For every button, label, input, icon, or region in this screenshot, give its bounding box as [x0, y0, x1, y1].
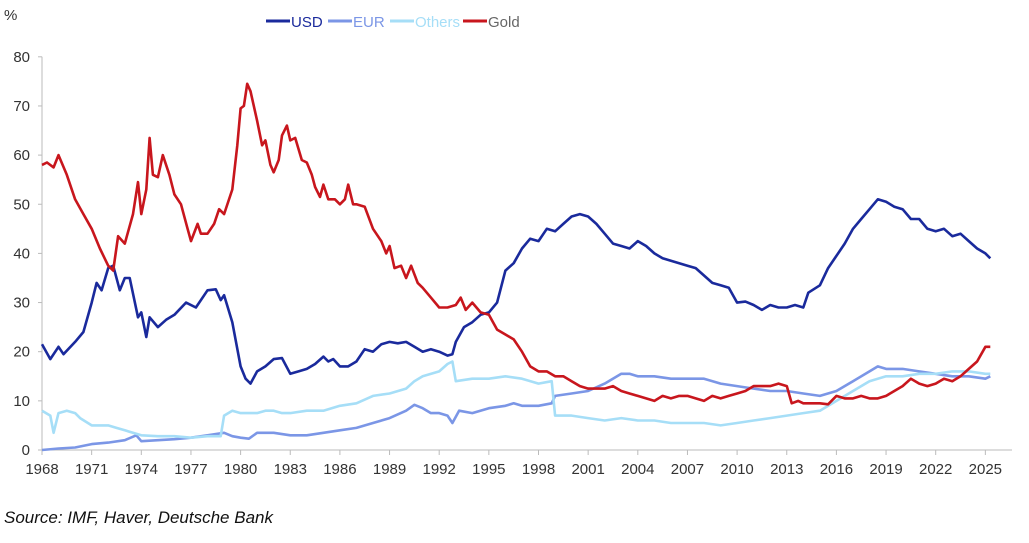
- x-tick-label: 2001: [571, 461, 604, 478]
- y-tick-label: 80: [13, 49, 30, 66]
- x-tick-label: 1989: [373, 461, 406, 478]
- series-lines: [40, 82, 992, 452]
- legend-label-eur: EUR: [353, 14, 385, 31]
- y-axis: 0 10 20 30 40 50 60 70 80: [13, 49, 43, 459]
- x-tick-label: 2013: [770, 461, 803, 478]
- legend-label-others: Others: [415, 14, 460, 31]
- series-line-eur: [41, 365, 991, 452]
- x-tick-label: 1998: [522, 461, 555, 478]
- source-note: Source: IMF, Haver, Deutsche Bank: [4, 508, 274, 527]
- legend: USD EUR Others Gold: [266, 14, 520, 31]
- y-tick-label: 50: [13, 196, 30, 213]
- y-tick-label: 40: [13, 245, 30, 262]
- series-line-usd: [40, 198, 992, 385]
- x-tick-label: 1977: [174, 461, 207, 478]
- x-tick-label: 1968: [25, 461, 58, 478]
- x-tick-label: 2025: [969, 461, 1002, 478]
- x-tick-label: 1983: [274, 461, 307, 478]
- x-tick-label: 1986: [323, 461, 356, 478]
- y-tick-label: 10: [13, 393, 30, 410]
- y-tick-label: 70: [13, 98, 30, 115]
- x-tick-label: 2010: [720, 461, 753, 478]
- x-tick-label: 1980: [224, 461, 257, 478]
- x-tick-label: 2007: [671, 461, 704, 478]
- y-tick-label: 0: [22, 442, 30, 459]
- x-tick-label: 2016: [820, 461, 853, 478]
- legend-label-gold: Gold: [488, 14, 520, 31]
- series-line-others: [41, 360, 991, 439]
- y-tick-label: 30: [13, 295, 30, 312]
- x-tick-label: 1971: [75, 461, 108, 478]
- x-axis: 1968 1971 1974 1977 1980 1983 1986 1989 1992 1995…: [25, 449, 1012, 478]
- x-tick-label: 2004: [621, 461, 654, 478]
- x-tick-label: 1995: [472, 461, 505, 478]
- x-tick-label: 1992: [423, 461, 456, 478]
- x-tick-label: 2019: [869, 461, 902, 478]
- y-tick-label: 20: [13, 344, 30, 361]
- y-axis-unit-label: %: [4, 7, 17, 24]
- series-line-gold: [41, 82, 991, 406]
- legend-label-usd: USD: [291, 14, 323, 31]
- x-tick-label: 2022: [919, 461, 952, 478]
- y-tick-label: 60: [13, 147, 30, 164]
- x-tick-label: 1974: [125, 461, 158, 478]
